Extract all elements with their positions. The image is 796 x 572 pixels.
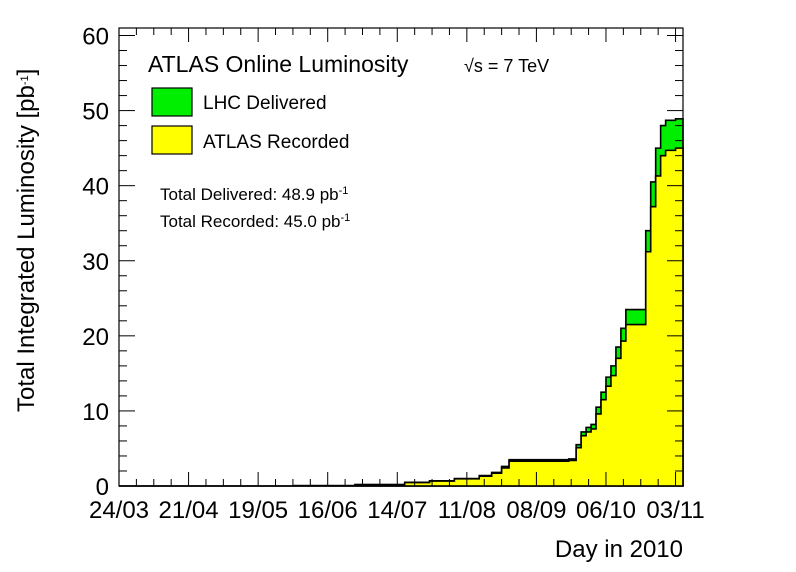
legend-label-recorded: ATLAS Recorded xyxy=(203,132,349,153)
legend: LHC Delivered ATLAS Recorded xyxy=(151,87,349,155)
plot-frame xyxy=(118,27,684,487)
total-recorded-text: Total Recorded: 45.0 pb-1 xyxy=(160,212,350,231)
y-axis: 0 10 20 30 40 50 60 xyxy=(82,24,683,501)
chart-title: ATLAS Online Luminosity xyxy=(148,51,409,77)
x-tick-label: 06/10 xyxy=(576,497,636,524)
y-tick-label: 40 xyxy=(82,174,109,201)
x-tick-label: 14/07 xyxy=(367,497,427,524)
y-tick-label: 50 xyxy=(82,99,109,126)
x-tick-label: 03/11 xyxy=(646,497,704,524)
y-axis-title-main: Total Integrated Luminosity [pb xyxy=(13,85,40,412)
total-recorded-main: Total Recorded: 45.0 pb xyxy=(160,212,341,231)
y-tick-label: 20 xyxy=(82,324,109,351)
x-tick-label: 19/05 xyxy=(228,497,288,524)
total-delivered-text: Total Delivered: 48.9 pb-1 xyxy=(160,185,348,204)
area-atlas-recorded xyxy=(119,147,684,487)
total-recorded-sup: -1 xyxy=(341,212,351,224)
y-tick-label: 10 xyxy=(82,399,109,426)
y-tick-label: 0 xyxy=(96,474,109,501)
x-tick-label: 16/06 xyxy=(298,497,358,524)
x-tick-label: 21/04 xyxy=(159,497,219,524)
y-axis-title-end: ] xyxy=(13,69,40,76)
y-tick-label: 60 xyxy=(82,24,109,51)
total-delivered-main: Total Delivered: 48.9 pb xyxy=(160,185,339,204)
series-areas xyxy=(119,118,684,487)
x-axis: 24/03 21/04 19/05 16/06 14/07 11/08 08/09 06/10… xyxy=(89,28,705,524)
legend-label-delivered: LHC Delivered xyxy=(203,93,327,114)
y-axis-title: Total Integrated Luminosity [pb-1] xyxy=(13,69,40,412)
x-tick-label: 08/09 xyxy=(506,497,566,524)
legend-swatch-recorded xyxy=(151,125,193,155)
x-tick-label: 11/08 xyxy=(438,497,496,524)
energy-label: √s = 7 TeV xyxy=(464,56,549,76)
y-tick-label: 30 xyxy=(82,249,109,276)
y-axis-title-superscript: -1 xyxy=(19,75,31,85)
legend-swatch-delivered xyxy=(151,87,193,117)
x-tick-label: 24/03 xyxy=(89,497,149,524)
total-delivered-sup: -1 xyxy=(339,185,349,197)
x-axis-title: Day in 2010 xyxy=(555,536,683,563)
